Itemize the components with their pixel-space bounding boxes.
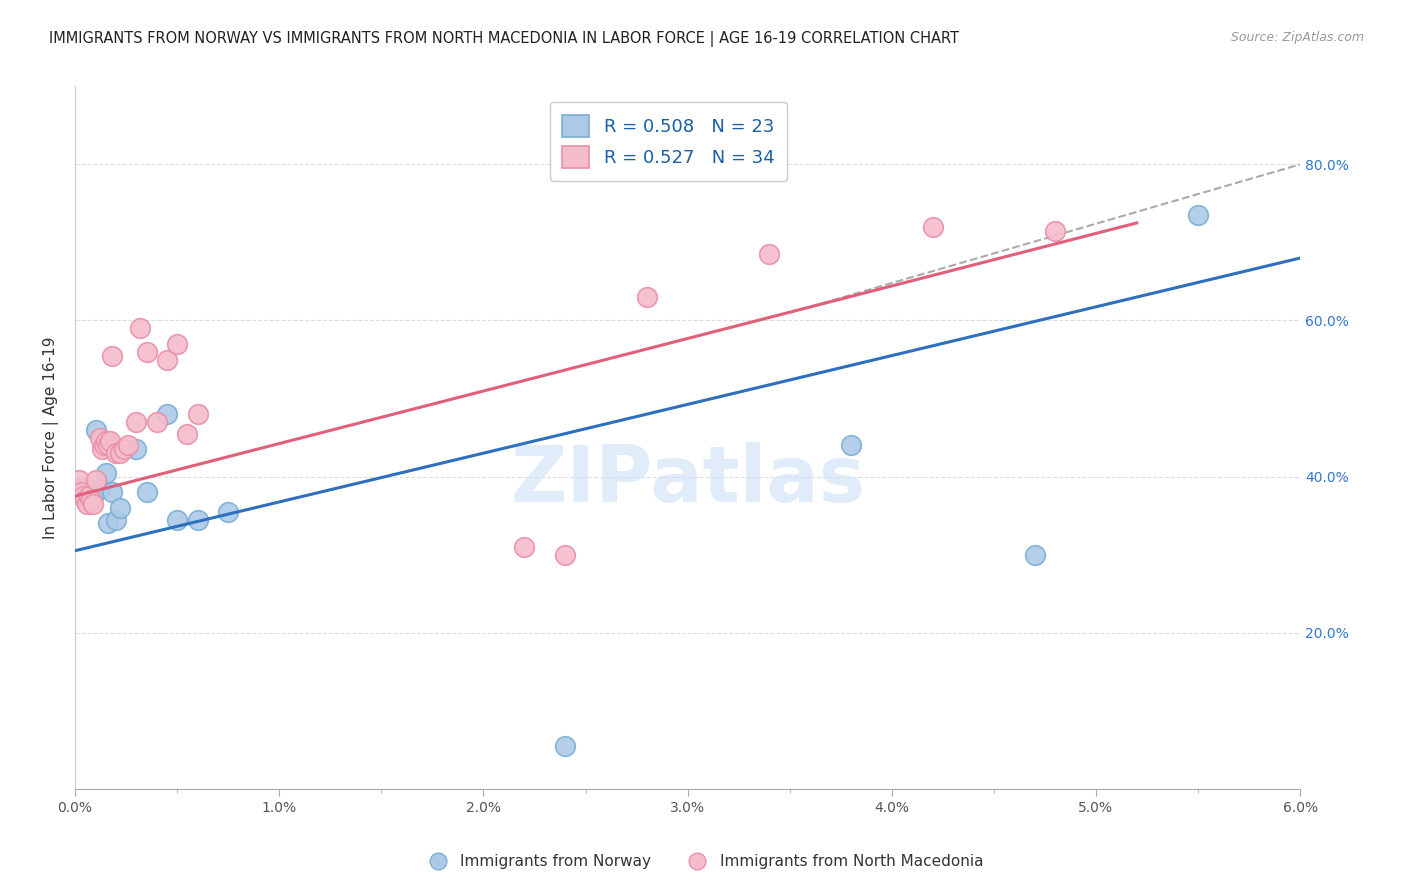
Point xyxy=(1187,208,1209,222)
Point xyxy=(70,485,93,500)
Point xyxy=(135,485,157,500)
Point xyxy=(89,431,111,445)
Point xyxy=(67,474,90,488)
Point xyxy=(76,489,98,503)
Point xyxy=(108,446,131,460)
Point xyxy=(97,438,120,452)
Point xyxy=(1024,548,1046,562)
Point xyxy=(112,442,135,457)
Point xyxy=(166,512,188,526)
Point xyxy=(217,505,239,519)
Point xyxy=(97,516,120,531)
Point xyxy=(84,423,107,437)
Point xyxy=(89,481,111,495)
Point xyxy=(176,426,198,441)
Point xyxy=(921,219,943,234)
Point xyxy=(145,415,167,429)
Point xyxy=(76,497,98,511)
Legend: R = 0.508   N = 23, R = 0.527   N = 34: R = 0.508 N = 23, R = 0.527 N = 34 xyxy=(550,103,787,181)
Point xyxy=(79,489,101,503)
Point xyxy=(70,481,93,495)
Point xyxy=(117,438,139,452)
Point xyxy=(90,442,112,457)
Point xyxy=(93,438,115,452)
Point xyxy=(758,247,780,261)
Point xyxy=(79,493,101,508)
Point xyxy=(104,512,127,526)
Point xyxy=(1043,224,1066,238)
Point xyxy=(156,352,179,367)
Point xyxy=(187,407,209,421)
Point xyxy=(75,493,97,508)
Point xyxy=(82,497,104,511)
Point xyxy=(80,489,103,503)
Point xyxy=(636,290,658,304)
Point xyxy=(108,500,131,515)
Point xyxy=(839,438,862,452)
Point xyxy=(84,485,107,500)
Point xyxy=(135,344,157,359)
Y-axis label: In Labor Force | Age 16-19: In Labor Force | Age 16-19 xyxy=(44,336,59,539)
Point xyxy=(125,442,148,457)
Point xyxy=(187,512,209,526)
Text: IMMIGRANTS FROM NORWAY VS IMMIGRANTS FROM NORTH MACEDONIA IN LABOR FORCE | AGE 1: IMMIGRANTS FROM NORWAY VS IMMIGRANTS FRO… xyxy=(49,31,959,47)
Point xyxy=(94,434,117,449)
Point xyxy=(84,474,107,488)
Point xyxy=(98,434,121,449)
Point xyxy=(554,739,576,753)
Point xyxy=(166,337,188,351)
Point xyxy=(554,548,576,562)
Text: ZIPatlas: ZIPatlas xyxy=(510,442,865,517)
Point xyxy=(75,485,97,500)
Point xyxy=(156,407,179,421)
Point xyxy=(125,415,148,429)
Legend: Immigrants from Norway, Immigrants from North Macedonia: Immigrants from Norway, Immigrants from … xyxy=(416,848,990,875)
Point xyxy=(129,321,152,335)
Point xyxy=(94,466,117,480)
Text: Source: ZipAtlas.com: Source: ZipAtlas.com xyxy=(1230,31,1364,45)
Point xyxy=(101,349,124,363)
Point xyxy=(80,493,103,508)
Point xyxy=(513,540,536,554)
Point xyxy=(72,489,94,503)
Point xyxy=(101,485,124,500)
Point xyxy=(104,446,127,460)
